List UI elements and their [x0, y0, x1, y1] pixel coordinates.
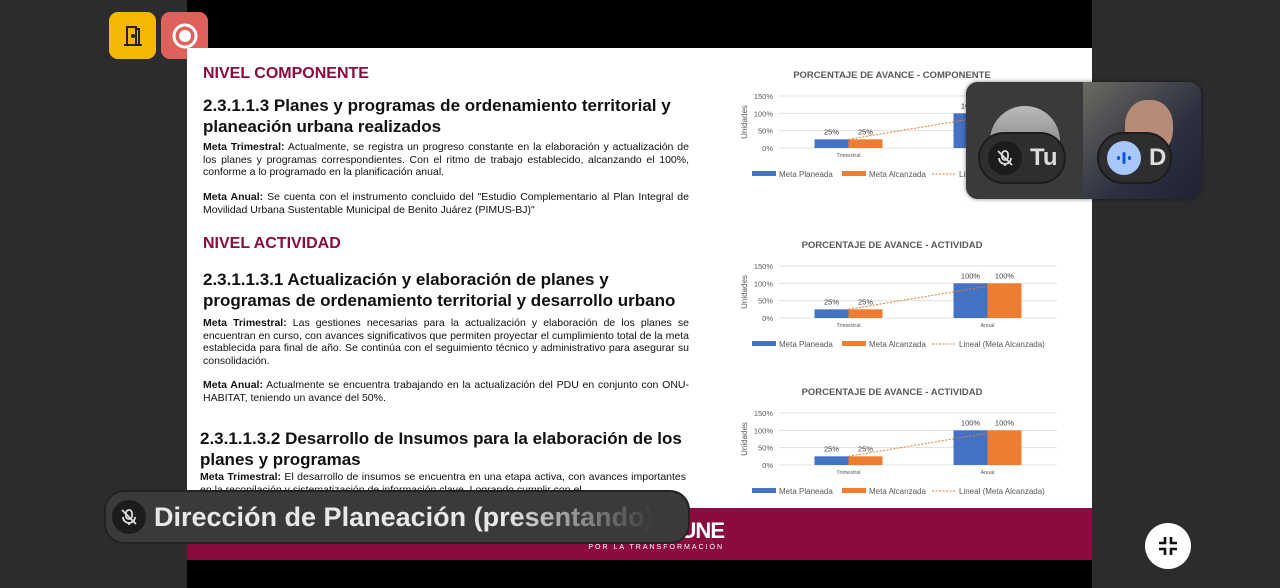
legend-label: Meta Alcanzada [869, 340, 926, 349]
legend-swatch [752, 488, 776, 493]
paragraph: Meta Anual: Actualmente se encuentra tra… [203, 379, 689, 404]
y-tick-label: 150% [754, 92, 774, 101]
legend-swatch [842, 341, 866, 346]
y-tick-label: 0% [762, 461, 773, 470]
paragraph: Meta Trimestral: Actualmente, se registr… [203, 141, 689, 179]
data-label: 100% [995, 418, 1015, 427]
participant-tile-self[interactable]: Tu [966, 82, 1083, 199]
data-label: 100% [961, 271, 981, 280]
chart-title: PORCENTAJE DE AVANCE - ACTIVIDAD [802, 387, 983, 398]
y-tick-label: 50% [758, 127, 773, 136]
presenter-name: Dirección de Planeación (presentando) [154, 501, 654, 532]
x-tick-label: Trimestral [836, 153, 860, 159]
paragraph: Meta Anual: Se cuenta con el instrumento… [203, 191, 689, 216]
bar [987, 430, 1022, 465]
leave-button[interactable] [109, 12, 156, 59]
presentation-slide: NIVEL COMPONENTE 2.3.1.1.3 Planes y prog… [187, 48, 1092, 560]
door-icon [123, 25, 142, 46]
legend-label: Meta Planeada [779, 340, 833, 349]
participant-tile-remote[interactable]: D [1083, 82, 1201, 199]
y-axis-label: Unidades [740, 105, 749, 139]
trendline [848, 282, 1005, 310]
y-tick-label: 0% [762, 144, 773, 153]
chart-svg: PORCENTAJE DE AVANCE - ACTIVIDAD Unidades… [740, 387, 1057, 496]
logo-tagline: POR LA TRANSFORMACIÓN [588, 544, 724, 551]
legend-swatch [842, 171, 866, 176]
text: Actualmente se encuentra trabajando en l… [203, 379, 689, 404]
exit-fullscreen-button[interactable] [1145, 523, 1191, 569]
label: Meta Trimestral: [203, 317, 287, 329]
x-tick-label: Trimestral [836, 323, 860, 329]
participant-name: D [1149, 144, 1167, 171]
legend-swatch [842, 488, 866, 493]
label: Meta Trimestral: [200, 471, 282, 483]
label: Meta Anual: [203, 379, 263, 391]
legend-label: Meta Alcanzada [869, 170, 926, 179]
y-tick-label: 50% [758, 297, 773, 306]
legend-swatch [752, 171, 776, 176]
chart-actividad-1: PORCENTAJE DE AVANCE - ACTIVIDAD Unidades… [737, 236, 1067, 356]
record-icon [172, 23, 197, 48]
paragraph: Meta Trimestral: Las gestiones necesaria… [203, 317, 689, 367]
chart-title: PORCENTAJE DE AVANCE - ACTIVIDAD [802, 240, 983, 251]
mic-off-icon [988, 141, 1022, 175]
label: Meta Trimestral: [203, 141, 285, 153]
text: Se cuenta con el instrumento concluido d… [203, 191, 689, 216]
bar [848, 456, 883, 465]
x-tick-label: Anual [980, 323, 994, 329]
data-label: 25% [858, 444, 873, 453]
mic-off-icon [112, 500, 146, 534]
participant-tiles[interactable]: Tu D [966, 82, 1201, 199]
data-label: 25% [824, 127, 839, 136]
y-tick-label: 100% [754, 426, 774, 435]
participant-name: Tu [1030, 144, 1058, 171]
chart-svg: PORCENTAJE DE AVANCE - ACTIVIDAD Unidades… [740, 240, 1057, 349]
data-label: 25% [824, 297, 839, 306]
participant-pill: D [1097, 132, 1172, 184]
y-axis-label: Unidades [740, 275, 749, 309]
text: Actualmente, se registra un progreso con… [203, 141, 689, 178]
x-tick-label: Trimestral [836, 470, 860, 476]
y-tick-label: 100% [754, 109, 774, 118]
data-label: 25% [824, 444, 839, 453]
y-tick-label: 150% [754, 262, 774, 271]
presenter-name-bar: Dirección de Planeación (presentando) [104, 490, 690, 544]
chart-title: PORCENTAJE DE AVANCE - COMPONENTE [793, 70, 991, 81]
collapse-icon [1159, 537, 1177, 555]
bar [814, 139, 849, 148]
level-heading: NIVEL ACTIVIDAD [203, 235, 341, 252]
legend-label: Meta Planeada [779, 170, 833, 179]
legend-label: Lineal (Meta Alcanzada) [959, 487, 1045, 496]
section-title: 2.3.1.1.3 Planes y programas de ordenami… [203, 96, 671, 136]
trendline [848, 112, 1005, 140]
legend-label: Meta Alcanzada [869, 487, 926, 496]
bar [814, 456, 849, 465]
y-tick-label: 100% [754, 279, 774, 288]
speaking-icon [1107, 141, 1141, 175]
data-label: 25% [858, 127, 873, 136]
text: Las gestiones necesarias para la actuali… [203, 317, 689, 367]
y-tick-label: 150% [754, 409, 774, 418]
level-heading: NIVEL COMPONENTE [203, 65, 369, 82]
bar [987, 283, 1022, 318]
data-label: 25% [858, 297, 873, 306]
label: Meta Anual: [203, 191, 264, 203]
legend-label: Lineal (Meta Alcanzada) [959, 340, 1045, 349]
data-label: 100% [995, 271, 1015, 280]
bar [814, 309, 849, 318]
legend-label: Meta Planeada [779, 487, 833, 496]
section-title: 2.3.1.1.3.1 Actualización y elaboración … [203, 270, 676, 310]
y-tick-label: 0% [762, 314, 773, 323]
y-axis-label: Unidades [740, 422, 749, 456]
chart-actividad-2: PORCENTAJE DE AVANCE - ACTIVIDAD Unidades… [737, 383, 1067, 503]
data-label: 100% [961, 418, 981, 427]
trendline [848, 429, 1005, 457]
y-tick-label: 50% [758, 444, 773, 453]
x-tick-label: Anual [980, 470, 994, 476]
bar [848, 309, 883, 318]
legend-swatch [752, 341, 776, 346]
section-title: 2.3.1.1.3.2 Desarrollo de Insumos para l… [200, 429, 682, 469]
participant-pill: Tu [978, 132, 1066, 184]
bar [848, 139, 883, 148]
